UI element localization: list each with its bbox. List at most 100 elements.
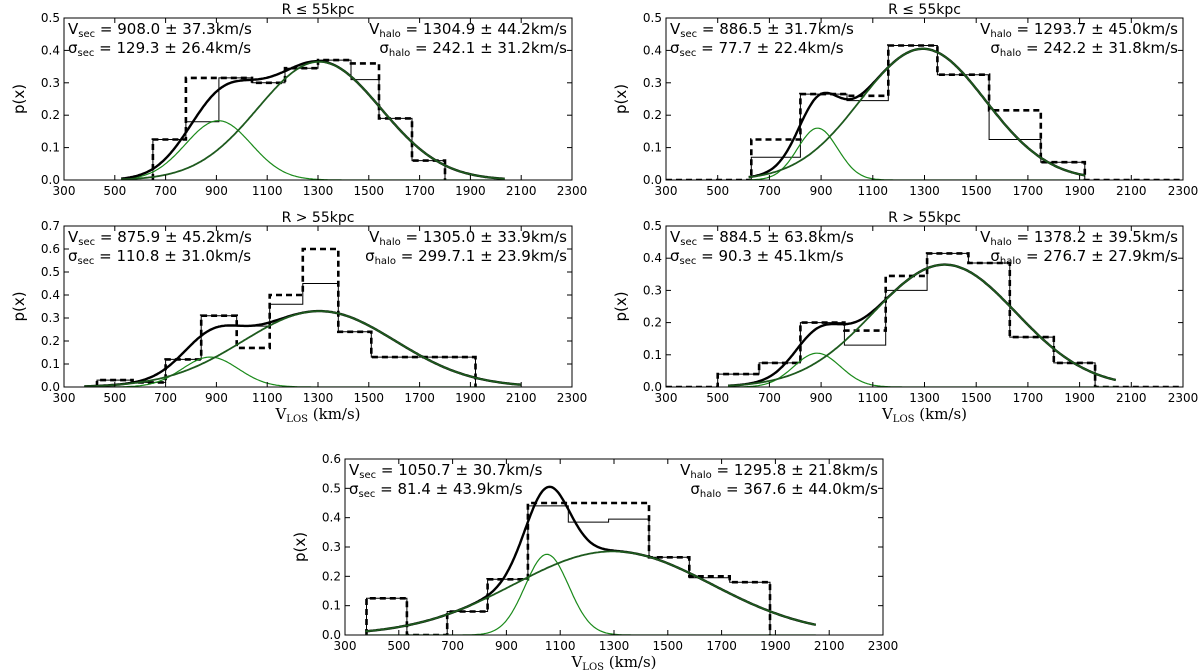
x-tick-label: 900 (205, 391, 228, 405)
chart-panel-1: 300 500 700 900 1100 1300 1500 1700 1900 2100 2300… (10, 2, 587, 198)
y-tick-label: 0.4 (41, 288, 60, 302)
x-tick-label: 1100 (858, 184, 889, 198)
x-tick-label: 1300 (303, 184, 334, 198)
annotation-v-halo: Vhalo = 1295.8 ± 21.8km/s (680, 461, 878, 481)
chart-title: R ≤ 55kpc (888, 2, 961, 18)
x-tick-label: 1100 (858, 391, 889, 405)
annotation-v-sec: Vsec = 884.5 ± 63.8km/s (670, 228, 854, 248)
x-tick-label: 300 (334, 639, 357, 653)
x-tick-label: 1900 (455, 391, 486, 405)
y-tick-label: 0.0 (41, 380, 60, 394)
fit-secondary-curve (728, 352, 1116, 387)
x-tick-label: 500 (103, 391, 126, 405)
x-tick-label: 2100 (1116, 391, 1147, 405)
x-tick-label: 2100 (506, 391, 537, 405)
y-tick-label: 0.5 (643, 219, 662, 233)
x-tick-label: 700 (758, 184, 781, 198)
histogram-solid (96, 283, 476, 387)
fit-secondary-curve (365, 553, 816, 635)
y-tick-label: 0.2 (643, 108, 662, 122)
x-tick-label: 900 (205, 184, 228, 198)
x-axis-label: VLOS (km/s) (570, 653, 656, 672)
x-tick-label: 1700 (404, 391, 435, 405)
y-axis-label: p(x) (10, 84, 28, 114)
x-tick-label: 1300 (599, 639, 630, 653)
x-tick-label: 1500 (653, 639, 684, 653)
annotation-sigma-halo: σhalo = 276.7 ± 27.9km/s (990, 247, 1178, 267)
plot-area (666, 252, 1183, 387)
y-tick-label: 0.0 (643, 173, 662, 187)
chart-panel-5: 300 500 700 900 1100 1300 1500 1700 1900 2100 2300… (291, 452, 898, 672)
histogram-dashed (365, 501, 772, 635)
annotation-sigma-halo: σhalo = 242.2 ± 31.8km/s (990, 39, 1178, 59)
x-tick-label: 700 (154, 391, 177, 405)
annotation-sigma-sec: σsec = 81.4 ± 43.9km/s (349, 480, 523, 500)
fit-total-curve (728, 263, 1117, 387)
y-tick-label: 0.4 (41, 43, 60, 57)
x-axis-label: VLOS (km/s) (881, 405, 967, 425)
y-tick-label: 0.1 (322, 599, 341, 613)
plot-area (666, 44, 1183, 180)
x-tick-label: 1100 (252, 391, 283, 405)
histogram-solid (666, 45, 1183, 180)
y-tick-label: 0.0 (322, 628, 341, 642)
annotation-v-halo: Vhalo = 1293.7 ± 45.0km/s (980, 20, 1178, 40)
y-axis-label: p(x) (612, 291, 630, 321)
y-axis-label: p(x) (291, 532, 309, 562)
y-tick-label: 0.1 (643, 141, 662, 155)
y-axis-label: p(x) (612, 84, 630, 114)
x-tick-label: 300 (53, 184, 76, 198)
annotation-sigma-halo: σhalo = 299.7.1 ± 23.9km/s (365, 247, 567, 267)
chart-title: R > 55kpc (282, 210, 355, 226)
y-tick-label: 0.3 (643, 283, 662, 297)
annotation-v-sec: Vsec = 886.5 ± 31.7km/s (670, 20, 854, 40)
fit-secondary-curve (748, 127, 1085, 180)
x-tick-label: 1300 (909, 391, 940, 405)
plot-area (121, 58, 505, 180)
x-tick-label: 2300 (1168, 184, 1199, 198)
fit-halo-curve (121, 60, 505, 180)
annotation-sigma-sec: σsec = 129.3 ± 26.4km/s (68, 39, 251, 59)
annotation-v-halo: Vhalo = 1378.2 ± 39.5km/s (980, 228, 1178, 248)
fit-halo-curve (727, 263, 1117, 387)
x-tick-label: 900 (495, 639, 518, 653)
y-tick-label: 0.5 (643, 11, 662, 25)
plot-area (365, 485, 817, 635)
x-tick-label: 700 (758, 391, 781, 405)
x-tick-label: 1500 (961, 184, 992, 198)
x-tick-label: 700 (441, 639, 464, 653)
fit-total-curve (121, 60, 505, 180)
chart-panel-4: 300 500 700 900 1100 1300 1500 1700 1900 2100 2300… (612, 210, 1198, 425)
x-tick-label: 1300 (303, 391, 334, 405)
y-tick-label: 0.4 (322, 511, 341, 525)
x-tick-label: 900 (810, 184, 833, 198)
x-tick-label: 2300 (1168, 391, 1199, 405)
annotation-sigma-sec: σsec = 90.3 ± 45.1km/s (670, 247, 844, 267)
x-tick-label: 1900 (455, 184, 486, 198)
fit-secondary-curve (121, 120, 505, 180)
chart-title: R > 55kpc (888, 210, 961, 226)
fit-total-curve (84, 309, 522, 387)
x-tick-label: 2100 (506, 184, 537, 198)
y-tick-label: 0.5 (41, 265, 60, 279)
x-tick-label: 1900 (1064, 391, 1095, 405)
x-tick-label: 300 (655, 391, 678, 405)
annotation-v-halo: Vhalo = 1304.9 ± 44.2km/s (369, 20, 567, 40)
y-tick-label: 0.6 (322, 452, 341, 466)
x-axis-label: VLOS (km/s) (274, 405, 360, 425)
annotation-sigma-sec: σsec = 77.7 ± 22.4km/s (670, 39, 844, 59)
x-tick-label: 1900 (1064, 184, 1095, 198)
x-tick-label: 2100 (1116, 184, 1147, 198)
y-tick-label: 0.4 (643, 251, 662, 265)
y-tick-label: 0.0 (643, 380, 662, 394)
x-tick-label: 500 (706, 184, 729, 198)
x-tick-label: 500 (387, 639, 410, 653)
x-tick-label: 500 (103, 184, 126, 198)
y-tick-label: 0.1 (41, 141, 60, 155)
x-tick-label: 1500 (354, 184, 385, 198)
x-tick-label: 1500 (354, 391, 385, 405)
fit-halo-curve (365, 550, 816, 633)
y-tick-label: 0.3 (643, 76, 662, 90)
x-tick-label: 700 (154, 184, 177, 198)
